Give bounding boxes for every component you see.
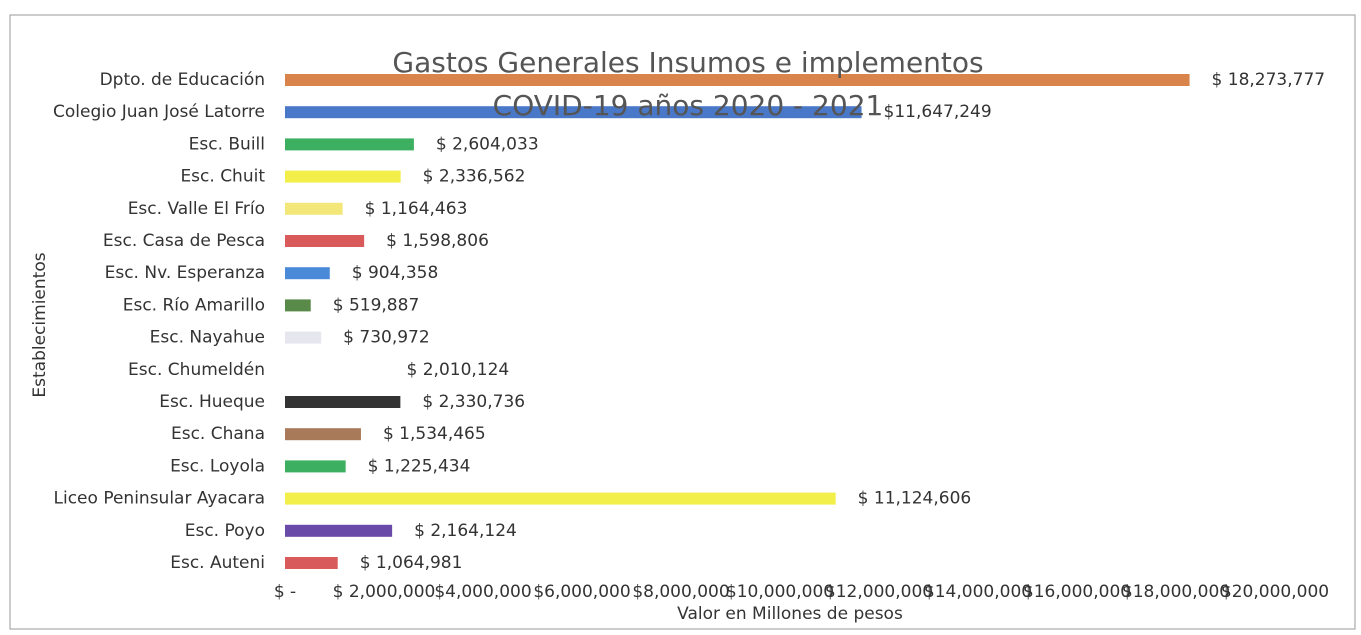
x-tick-label: $8,000,000 [632, 582, 729, 602]
x-axis-label: Valor en Millones de pesos [677, 604, 903, 624]
x-tick-label: $16,000,000 [1023, 582, 1131, 602]
x-tick-label: $20,000,000 [1221, 582, 1329, 602]
bar [285, 524, 393, 537]
value-label: $ 1,598,806 [386, 231, 489, 251]
value-label: $ 2,330,736 [422, 392, 525, 412]
x-tick-label: $18,000,000 [1122, 582, 1230, 602]
bar [285, 235, 365, 247]
y-tick-label: Esc. Hueque [159, 392, 265, 412]
bar [285, 331, 322, 344]
value-label: $ 11,124,606 [858, 489, 972, 509]
bar [285, 202, 343, 215]
bar [285, 460, 346, 473]
y-tick-label: Colegio Juan José Latorre [53, 102, 265, 122]
bar [285, 428, 361, 441]
y-tick-label: Esc. Chana [171, 424, 265, 444]
y-tick-label: Esc. Auteni [170, 553, 265, 573]
y-axis-label: Establecimientos [30, 252, 50, 397]
y-tick-label: Esc. Chuit [180, 167, 265, 187]
value-label: $ 1,225,434 [368, 456, 471, 476]
value-label: $11,647,249 [884, 102, 992, 122]
value-label: $ 2,010,124 [407, 360, 510, 380]
x-tick-label: $12,000,000 [825, 582, 933, 602]
bar [285, 170, 401, 183]
value-label: $ 18,273,777 [1212, 70, 1326, 90]
y-tick-label: Esc. Nv. Esperanza [105, 263, 265, 283]
y-tick-label: Esc. Buill [189, 134, 265, 154]
value-label: $ 1,064,981 [360, 553, 463, 573]
value-label: $ 904,358 [352, 263, 439, 283]
bar [285, 106, 862, 119]
bar [285, 138, 414, 151]
x-tick-label: $ 2,000,000 [333, 582, 436, 602]
bar [285, 267, 330, 280]
y-tick-label: Esc. Río Amarillo [123, 295, 265, 315]
bar [285, 299, 311, 312]
chart-subtitle: COVID-19 años 2020 - 2021 [493, 89, 884, 122]
x-tick-label: $14,000,000 [924, 582, 1032, 602]
x-tick-label: $ - [274, 582, 296, 602]
value-label: $ 1,534,465 [383, 424, 486, 444]
bar [285, 492, 836, 505]
chart-title: Gastos Generales Insumos e implementos [392, 46, 983, 79]
value-label: $ 2,604,033 [436, 134, 539, 154]
value-label: $ 519,887 [333, 295, 420, 315]
chart-frame [9, 14, 1356, 630]
bar [285, 396, 401, 408]
bar [285, 74, 1190, 86]
value-label: $ 1,164,463 [365, 199, 468, 219]
bar [285, 363, 385, 376]
y-tick-label: Esc. Chumeldén [128, 360, 265, 380]
value-label: $ 2,164,124 [414, 521, 517, 541]
bar [285, 557, 338, 569]
value-label: $ 2,336,562 [423, 167, 526, 187]
value-label: $ 730,972 [343, 328, 430, 348]
y-tick-label: Liceo Peninsular Ayacara [54, 489, 265, 509]
x-tick-label: $10,000,000 [726, 582, 834, 602]
y-tick-label: Esc. Nayahue [150, 328, 265, 348]
x-tick-label: $4,000,000 [434, 582, 531, 602]
y-tick-label: Esc. Loyola [170, 456, 265, 476]
y-tick-label: Esc. Poyo [185, 521, 265, 541]
y-tick-label: Esc. Casa de Pesca [103, 231, 265, 251]
y-tick-label: Dpto. de Educación [100, 70, 265, 90]
y-tick-label: Esc. Valle El Frío [128, 199, 265, 219]
x-tick-label: $6,000,000 [533, 582, 630, 602]
